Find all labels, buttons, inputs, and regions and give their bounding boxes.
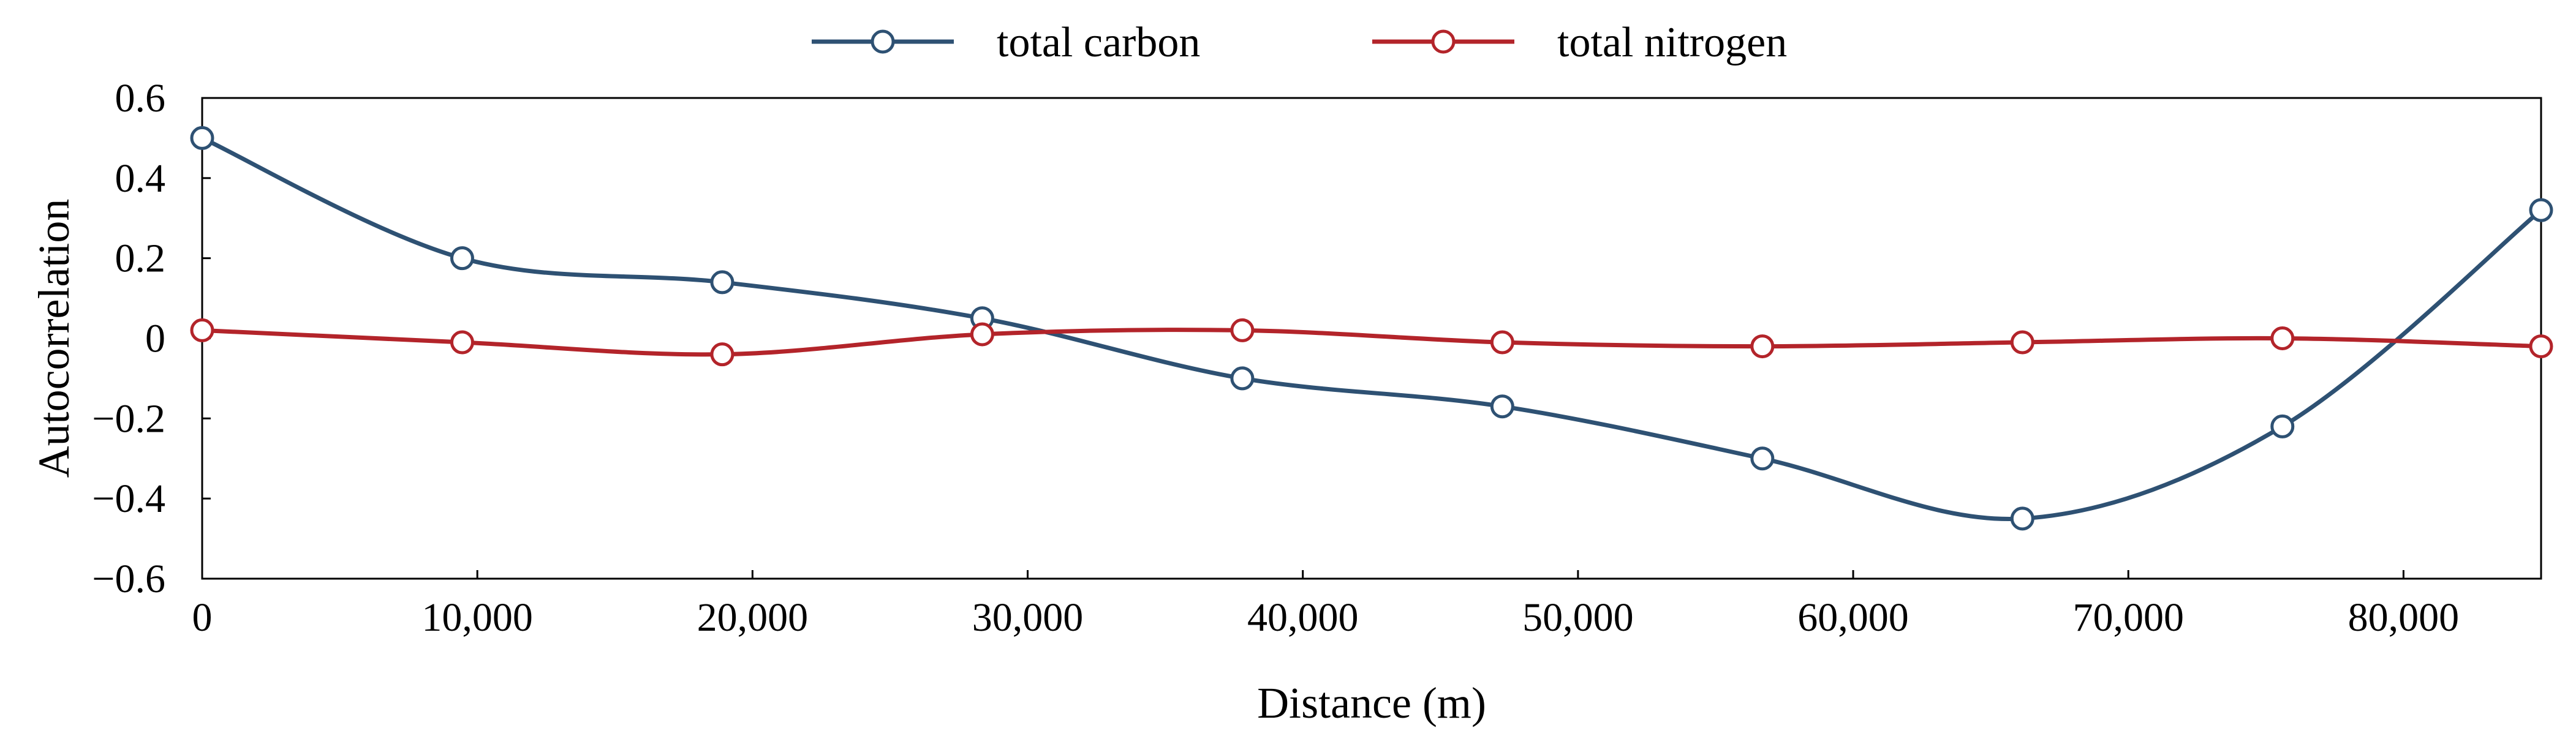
series-line-total-nitrogen [202,328,2542,357]
series-total-carbon [190,126,2553,531]
data-point-total-nitrogen-6 [1750,334,1775,359]
axis-ticks: 0 10,000 20,000 30,000 40,000 50,000 60,000 70,… [92,76,2459,640]
data-point-total-nitrogen-8 [2270,326,2295,350]
legend-marker-total-nitrogen [1431,29,1456,54]
data-point-total-carbon-4 [1230,366,1255,391]
data-point-total-nitrogen-9 [2529,334,2553,359]
data-point-total-carbon-0 [190,126,214,150]
y-tick-label: 0.4 [115,156,166,201]
legend-label-total-carbon: total carbon [997,19,1200,66]
y-tick-label: 0 [145,317,165,361]
x-tick-label: 50,000 [1522,595,1634,640]
data-point-total-nitrogen-1 [450,330,474,355]
x-tick-label: 30,000 [972,595,1084,640]
legend-marker-total-carbon [871,29,895,54]
x-tick-label: 40,000 [1247,595,1359,640]
data-point-total-carbon-5 [1490,394,1514,419]
data-point-total-nitrogen-3 [970,322,994,347]
data-point-total-carbon-9 [2529,198,2553,222]
y-tick-label: −0.6 [92,557,165,601]
data-point-total-carbon-8 [2270,414,2295,438]
x-tick-label: 70,000 [2072,595,2184,640]
data-point-total-carbon-1 [450,246,474,271]
y-tick-label: 0.6 [115,76,166,121]
x-axis-title: Distance (m) [1257,678,1486,727]
y-tick-label: 0.2 [115,236,166,281]
y-tick-label: −0.4 [92,476,165,521]
series-total-nitrogen [190,318,2553,367]
series-layer [190,126,2553,531]
x-tick-label: 80,000 [2348,595,2460,640]
data-point-total-nitrogen-2 [710,342,735,367]
data-point-total-carbon-6 [1750,446,1775,471]
data-point-total-nitrogen-5 [1490,330,1514,355]
y-tick-label: −0.2 [92,396,165,441]
x-tick-label: 20,000 [697,595,809,640]
data-point-total-carbon-7 [2010,506,2034,531]
legend: total carbon total nitrogen [812,19,1787,66]
x-tick-label: 0 [192,595,213,640]
data-point-total-nitrogen-0 [190,318,214,342]
y-axis-title: Autocorrelation [29,199,78,478]
data-point-total-nitrogen-7 [2010,330,2034,355]
legend-item-total-nitrogen: total nitrogen [1372,19,1787,66]
x-tick-label: 60,000 [1797,595,1909,640]
series-line-total-carbon [201,136,2543,522]
x-tick-label: 10,000 [421,595,533,640]
legend-item-total-carbon: total carbon [812,19,1200,66]
data-point-total-nitrogen-4 [1230,318,1255,342]
legend-label-total-nitrogen: total nitrogen [1557,19,1787,66]
data-point-total-carbon-2 [710,270,735,295]
